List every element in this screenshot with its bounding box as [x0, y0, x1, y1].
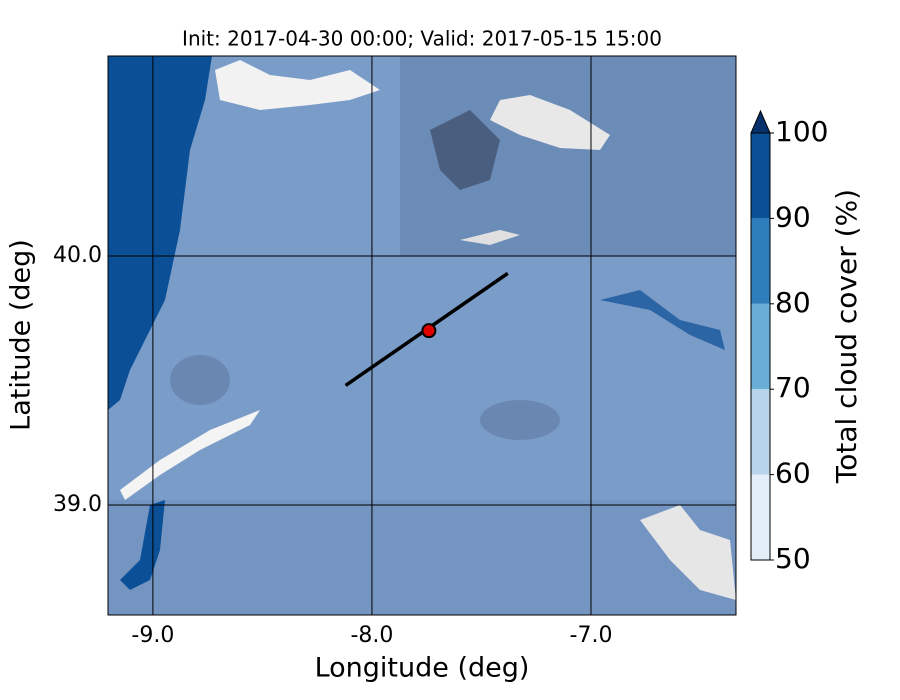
map-imagery — [108, 56, 736, 615]
colorbar-tick-label: 100 — [775, 115, 828, 148]
grid — [108, 56, 736, 615]
x-axis-label: Longitude (deg) — [315, 653, 530, 684]
cloud-patch — [490, 95, 610, 150]
land-shade — [108, 500, 736, 615]
y-tick-label: 39.0 — [53, 492, 102, 517]
cloud-patch — [640, 505, 736, 600]
colorbar-tick-label: 70 — [775, 371, 811, 404]
colorbar-segment — [751, 389, 770, 475]
y-axis-label: Latitude (deg) — [6, 239, 37, 431]
x-tick-label: -7.0 — [570, 623, 613, 648]
cloud-patch — [215, 60, 380, 110]
cloud-patch — [120, 410, 260, 500]
colorbar-segment — [751, 303, 770, 390]
colorbar-extend — [750, 109, 771, 134]
colorbar-tick-label: 90 — [775, 200, 811, 233]
river-cloud — [600, 290, 725, 350]
colorbar-tick-label: 80 — [775, 286, 811, 319]
colorbar-segment — [751, 218, 770, 304]
estuary-cloud — [120, 500, 165, 590]
ocean-cloud — [108, 56, 212, 410]
x-tick-label: -8.0 — [350, 623, 393, 648]
mountain-shade — [480, 400, 560, 440]
colorbar-tick-label: 50 — [775, 542, 811, 575]
marks — [344, 271, 509, 387]
colorbar-tick-label: 60 — [775, 457, 811, 490]
mountain-shade — [170, 355, 230, 405]
colorbar-segment — [751, 133, 770, 219]
cloud-patch — [460, 230, 520, 245]
location-point — [421, 323, 437, 339]
mountain-shade — [430, 110, 500, 190]
chart-title: Init: 2017-04-30 00:00; Valid: 2017-05-1… — [182, 27, 662, 51]
colorbar-segment — [751, 474, 770, 560]
colorbar-frame — [750, 132, 771, 561]
colorbar-label: Total cloud cover (%) — [830, 189, 863, 484]
colorbar: 50 60 70 80 90 100 — [750, 109, 828, 575]
y-tick-label: 40.0 — [53, 243, 102, 268]
x-tick-label: -9.0 — [131, 623, 174, 648]
plot-frame — [107, 55, 737, 616]
